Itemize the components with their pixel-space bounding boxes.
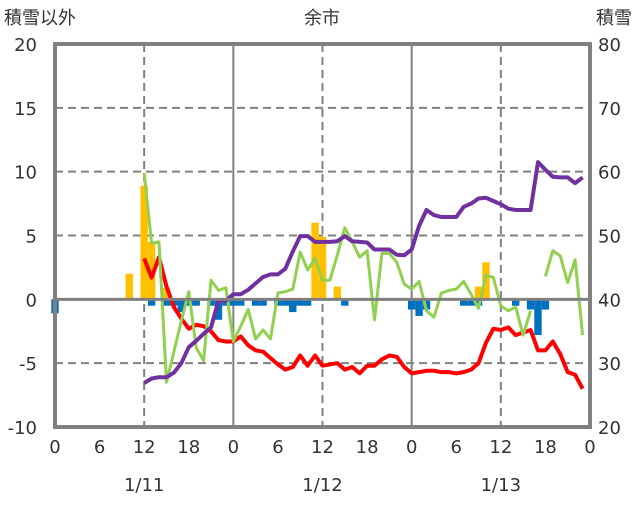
blue-bar: [289, 299, 297, 313]
left-tick-label: 5: [26, 227, 37, 248]
plot-frame: [53, 42, 592, 429]
x-tick-label: 0: [584, 437, 595, 458]
x-tick-label: 6: [272, 437, 283, 458]
x-tick-label: 18: [534, 437, 557, 458]
bars: [51, 185, 550, 336]
date-label: 1/13: [481, 475, 521, 496]
left-tick-label: 15: [14, 99, 37, 120]
right-tick-label: 30: [598, 354, 621, 375]
x-tick-label: 12: [489, 437, 512, 458]
x-tick-label: 6: [451, 437, 462, 458]
x-tick-label: 0: [228, 437, 239, 458]
left-tick-label: 10: [14, 163, 37, 184]
blue-bar: [541, 299, 550, 310]
yellow-bar: [140, 185, 148, 300]
x-tick-label: 12: [133, 437, 156, 458]
x-tick-label: 12: [311, 437, 334, 458]
yellow-bar: [162, 287, 171, 300]
yellow-bar: [318, 236, 327, 300]
blue-bar: [214, 299, 223, 320]
date-label: 1/12: [302, 475, 342, 496]
blue-bar: [467, 299, 475, 306]
plot-border: [53, 42, 592, 429]
left-tick-label: -10: [8, 418, 37, 439]
grid: [55, 44, 590, 427]
blue-bar: [162, 299, 171, 306]
blue-bar: [415, 299, 423, 316]
left-tick-label: 0: [26, 290, 37, 311]
blue-bar: [281, 299, 290, 306]
yellow-bar: [147, 241, 156, 300]
blue-bar: [303, 299, 312, 306]
x-tick-label: 0: [49, 437, 60, 458]
red-line: [142, 255, 585, 390]
blue-bar: [147, 299, 156, 306]
blue-bar: [341, 299, 349, 306]
blue-bar: [259, 299, 267, 306]
x-tick-label: 0: [406, 437, 417, 458]
x-tick-label: 18: [356, 437, 379, 458]
yellow-bar: [125, 273, 134, 300]
blue-bar: [526, 299, 535, 310]
date-label: 1/11: [124, 475, 164, 496]
blue-bar: [192, 299, 200, 306]
right-tick-label: 80: [598, 35, 621, 56]
blue-bar: [296, 299, 304, 306]
blue-bar: [177, 299, 186, 313]
blue-bar: [407, 299, 416, 310]
blue-bar: [237, 299, 245, 306]
yellow-bar: [474, 286, 483, 300]
left-tick-label: 20: [14, 35, 37, 56]
right-tick-label: 20: [598, 418, 621, 439]
blue-bar: [274, 299, 282, 306]
x-tick-label: 6: [94, 437, 105, 458]
blue-bar: [459, 299, 468, 306]
right-tick-label: 50: [598, 227, 621, 248]
chart-title: 余市: [304, 8, 340, 29]
blue-bar: [229, 299, 238, 306]
yellow-bar: [333, 286, 342, 300]
lines: [142, 160, 585, 390]
right-tick-label: 40: [598, 290, 621, 311]
right-tick-label: 60: [598, 163, 621, 184]
blue-bar: [207, 299, 215, 306]
blue-bar: [422, 299, 431, 310]
right-tick-label: 70: [598, 99, 621, 120]
blue-bar: [251, 299, 260, 306]
left-axis-title: 積雪以外: [4, 8, 76, 29]
left-tick-label: -5: [19, 354, 37, 375]
x-tick-label: 18: [177, 437, 200, 458]
blue-bar: [511, 299, 520, 306]
right-axis-title: 積雪: [596, 8, 632, 29]
green-line: [142, 172, 585, 384]
blue-bar: [534, 299, 542, 336]
purple-line: [143, 160, 584, 385]
